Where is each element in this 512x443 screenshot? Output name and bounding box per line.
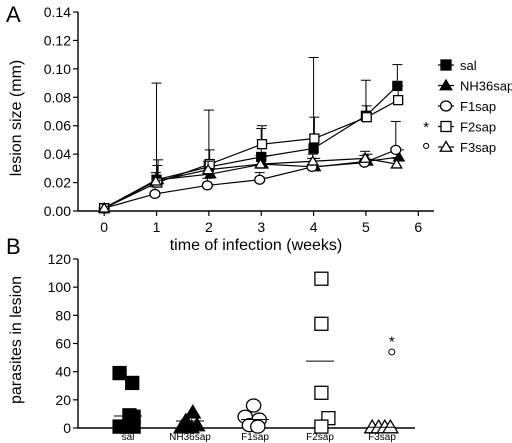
point-F2sap bbox=[314, 385, 329, 400]
x-tick-label: 1 bbox=[153, 219, 161, 235]
significance-star-b: * bbox=[389, 333, 395, 350]
annotation-a: * bbox=[423, 119, 430, 150]
point-F2sap bbox=[361, 112, 372, 123]
y-tick-label: 0.12 bbox=[44, 32, 71, 48]
point-F2sap bbox=[314, 271, 329, 286]
y-tick-label-b: 80 bbox=[55, 307, 71, 323]
y-tick-label-b: 100 bbox=[48, 279, 72, 295]
annotation-circle bbox=[423, 142, 430, 150]
point-F2sap bbox=[314, 419, 329, 434]
point-F3sap bbox=[201, 163, 215, 175]
y-tick-label: 0.08 bbox=[44, 89, 71, 105]
axes-b: 0 20 40 60 80 100 120 sal NH36sap F1sap F2sap F3sap bbox=[48, 251, 415, 443]
point-F2sap bbox=[314, 316, 329, 331]
point-F3sap bbox=[381, 418, 400, 434]
point-F3sap bbox=[97, 201, 111, 213]
legend-label-NH36sap: NH36sap bbox=[460, 79, 512, 94]
axes-a: 0.00 0.02 0.04 0.06 0.08 0.10 0.12 0.14 0 1 2 3 4 5 6 bbox=[44, 4, 434, 235]
y-tick-label-b: 20 bbox=[55, 392, 71, 408]
point-F3sap bbox=[254, 157, 267, 169]
y-axis-label: lesion size (mm) bbox=[8, 60, 25, 176]
legend-marker-F2sap bbox=[440, 120, 452, 133]
category-label-F2sap: F2sap bbox=[306, 432, 334, 443]
y-axis-label-b: parasites in lesion bbox=[8, 276, 25, 404]
y-tick-label: 0.04 bbox=[44, 146, 71, 162]
points-b bbox=[112, 271, 400, 434]
x-tick-label: 5 bbox=[362, 219, 370, 235]
panel-label-b: B bbox=[6, 234, 21, 259]
legend-marker-sal bbox=[440, 59, 452, 71]
point-F2sap bbox=[309, 133, 320, 144]
series-line-sal bbox=[103, 85, 398, 209]
y-tick-label: 0.02 bbox=[44, 175, 71, 191]
y-tick-label-b: 120 bbox=[48, 251, 72, 267]
annotation-circle-b bbox=[388, 348, 396, 356]
x-tick-label: 0 bbox=[100, 219, 108, 235]
x-tick-label: 4 bbox=[310, 219, 318, 235]
point-NH36sap bbox=[184, 404, 202, 419]
point-sal bbox=[308, 143, 319, 154]
legend-label-F2sap: F2sap bbox=[460, 120, 496, 135]
legend-label-sal: sal bbox=[460, 58, 477, 73]
panel-label-a: A bbox=[6, 2, 21, 27]
y-tick-label-b: 40 bbox=[55, 364, 71, 380]
point-F1sap bbox=[254, 174, 266, 185]
point-F1sap bbox=[201, 180, 213, 191]
category-label-sal: sal bbox=[122, 432, 135, 443]
x-tick-label: 6 bbox=[414, 219, 422, 235]
y-tick-label: 0.10 bbox=[44, 61, 71, 77]
y-tick-label: 0.00 bbox=[44, 203, 71, 219]
point-sal bbox=[126, 419, 141, 434]
significance-star: * bbox=[423, 119, 429, 136]
category-label-F1sap: F1sap bbox=[241, 432, 269, 443]
series-a bbox=[97, 56, 406, 214]
point-NH36sap bbox=[182, 418, 201, 434]
point-F3sap bbox=[306, 155, 320, 166]
category-label-NH36sap: NH36sap bbox=[169, 432, 211, 443]
legend-marker-F3sap bbox=[439, 140, 453, 152]
y-tick-label: 0.14 bbox=[44, 4, 71, 20]
y-tick-label-b: 60 bbox=[55, 336, 71, 352]
point-F1sap bbox=[249, 419, 266, 434]
point-F3sap bbox=[149, 174, 163, 186]
parasites-chart: B parasites in lesion 0 20 40 60 80 100 120 sal… bbox=[6, 234, 415, 443]
y-tick-label-b: 0 bbox=[63, 420, 71, 436]
x-tick-label: 3 bbox=[257, 219, 265, 235]
point-sal bbox=[125, 375, 140, 391]
legend-label-F3sap: F3sap bbox=[460, 140, 496, 155]
legend: sal NH36sap F1sap F2sap F3sap bbox=[438, 58, 512, 155]
point-F3sap bbox=[358, 152, 372, 163]
legend-marker-F1sap bbox=[439, 100, 453, 112]
point-F1sap bbox=[390, 144, 402, 156]
y-tick-label: 0.06 bbox=[44, 118, 71, 134]
category-label-F3sap: F3sap bbox=[368, 432, 396, 443]
series-line-F2sap bbox=[103, 99, 399, 209]
legend-marker-NH36sap bbox=[439, 78, 453, 91]
lesion-size-chart: A lesion size (mm) time of infection (we… bbox=[6, 2, 512, 254]
point-F2sap bbox=[256, 139, 268, 150]
annotation-b: * bbox=[388, 333, 396, 356]
x-tick-label: 2 bbox=[205, 219, 213, 235]
point-F1sap bbox=[149, 188, 161, 200]
point-F1sap bbox=[245, 398, 262, 413]
x-axis-label: time of infection (weeks) bbox=[170, 237, 343, 254]
point-F2sap bbox=[392, 94, 404, 106]
point-sal bbox=[112, 365, 127, 381]
legend-label-F1sap: F1sap bbox=[460, 99, 496, 114]
point-F3sap bbox=[390, 157, 403, 169]
